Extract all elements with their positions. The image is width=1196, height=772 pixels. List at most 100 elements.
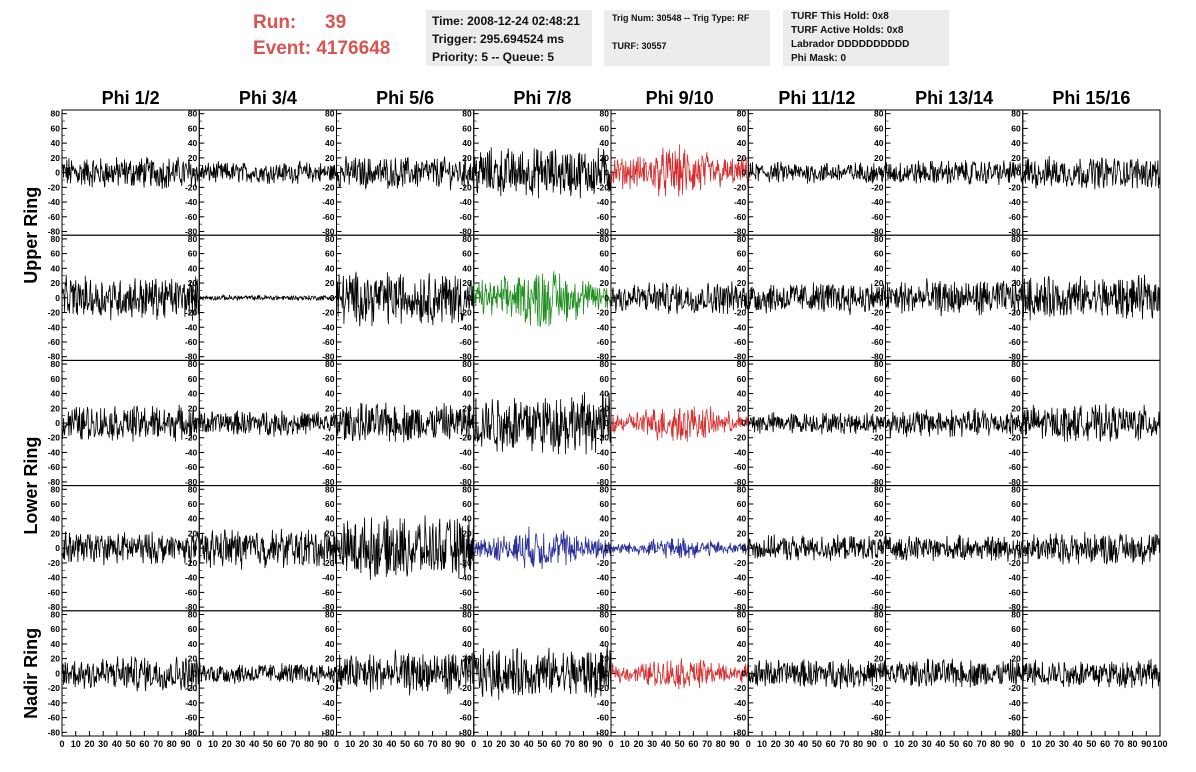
y-tick-label: -60 [459,337,472,347]
y-tick-label: -60 [459,587,472,597]
y-tick-label: 0 [467,293,472,303]
y-tick-label: 80 [737,109,747,119]
y-tick-label: -60 [322,337,335,347]
y-tick-label: -40 [597,197,610,207]
y-tick-label: 40 [325,263,335,273]
waveform-line [1022,155,1161,190]
y-tick-label: -40 [1008,573,1021,583]
y-tick-label: 60 [600,123,610,133]
y-tick-label: -60 [1008,212,1021,222]
run-value: 39 [325,12,347,33]
y-tick-label: 20 [1011,278,1021,288]
y-tick-label: 40 [737,639,747,649]
y-tick-label: -20 [459,558,472,568]
x-tick-label: 70 [702,739,712,749]
y-tick-label: -40 [48,197,61,207]
y-tick-label: 80 [1011,234,1021,244]
y-tick-label: 60 [600,499,610,509]
y-tick-label: -60 [48,713,61,723]
y-tick-label: -60 [185,587,198,597]
panel-frame [473,234,612,361]
y-tick-label: -20 [1008,558,1021,568]
y-tick-label: -40 [597,573,610,583]
waveform-line [1022,403,1161,442]
y-tick-label: 40 [462,639,472,649]
y-tick-label: 0 [604,543,609,553]
y-tick-label: 0 [1016,668,1021,678]
y-tick-label: 0 [330,668,335,678]
waveform-line [61,404,200,442]
x-tick-label: 50 [675,739,685,749]
y-tick-label: -20 [322,308,335,318]
y-tick-label: -20 [597,683,610,693]
y-tick-label: 60 [874,123,884,133]
x-tick-label: 0 [746,739,751,749]
trigger-line: Trigger: 295.694524 ms [432,32,565,46]
waveform-line [336,515,475,580]
y-tick-label: 60 [188,374,198,384]
x-tick-label: 60 [277,739,287,749]
y-tick-label: 80 [600,234,610,244]
y-tick-label: -40 [1008,698,1021,708]
y-tick-label: -40 [48,322,61,332]
y-tick-label: -40 [185,447,198,457]
waveform-line [473,526,612,570]
y-tick-label: 20 [1011,528,1021,538]
y-tick-label: 0 [193,543,198,553]
x-tick-label: 90 [867,739,877,749]
y-tick-label: 80 [188,359,198,369]
y-tick-label: 20 [462,278,472,288]
y-tick-label: -40 [734,197,747,207]
column-title: Phi 15/16 [1052,88,1130,108]
x-tick-label: 80 [853,739,863,749]
y-tick-label: 60 [874,249,884,259]
y-tick-label: 20 [188,403,198,413]
y-tick-label: 60 [51,499,61,509]
x-tick-label: 10 [1031,739,1041,749]
x-tick-label: 20 [771,739,781,749]
waveform-line [885,160,1024,186]
waveform-line [747,411,886,435]
y-tick-label: 20 [874,528,884,538]
y-tick-label: 60 [737,624,747,634]
x-tick-label: 20 [84,739,94,749]
y-tick-label: 60 [188,249,198,259]
x-tick-label: 50 [537,739,547,749]
y-tick-label: 0 [879,668,884,678]
y-tick-label: 20 [325,654,335,664]
x-tick-label: 10 [345,739,355,749]
y-tick-label: 40 [51,138,61,148]
y-tick-label: 60 [462,249,472,259]
y-tick-label: -80 [459,352,472,362]
y-tick-label: 0 [55,293,60,303]
y-tick-label: 80 [325,609,335,619]
x-tick-label: 20 [359,739,369,749]
y-tick-label: 60 [51,249,61,259]
x-tick-label: 80 [167,739,177,749]
y-tick-label: 80 [188,109,198,119]
y-tick-label: 20 [600,278,610,288]
y-tick-label: 60 [325,249,335,259]
y-tick-label: 40 [737,263,747,273]
y-tick-label: 80 [1011,359,1021,369]
y-tick-label: 40 [325,389,335,399]
y-tick-label: 20 [325,403,335,413]
y-tick-label: 40 [737,514,747,524]
column-title: Phi 5/6 [376,88,434,108]
y-tick-label: -80 [1008,227,1021,237]
y-tick-label: -60 [871,462,884,472]
y-tick-label: -20 [459,182,472,192]
x-tick-label: 70 [839,739,849,749]
y-tick-label: -80 [48,477,61,487]
y-tick-label: 0 [1016,418,1021,428]
x-tick-label: 0 [1020,739,1025,749]
y-tick-label: 40 [462,263,472,273]
x-tick-label: 50 [1086,739,1096,749]
x-tick-label: 10 [757,739,767,749]
y-tick-label: -80 [1008,727,1021,737]
y-tick-label: 20 [600,153,610,163]
y-tick-label: -20 [322,433,335,443]
y-tick-label: 80 [325,234,335,244]
y-tick-label: -60 [597,212,610,222]
y-tick-label: 40 [874,639,884,649]
